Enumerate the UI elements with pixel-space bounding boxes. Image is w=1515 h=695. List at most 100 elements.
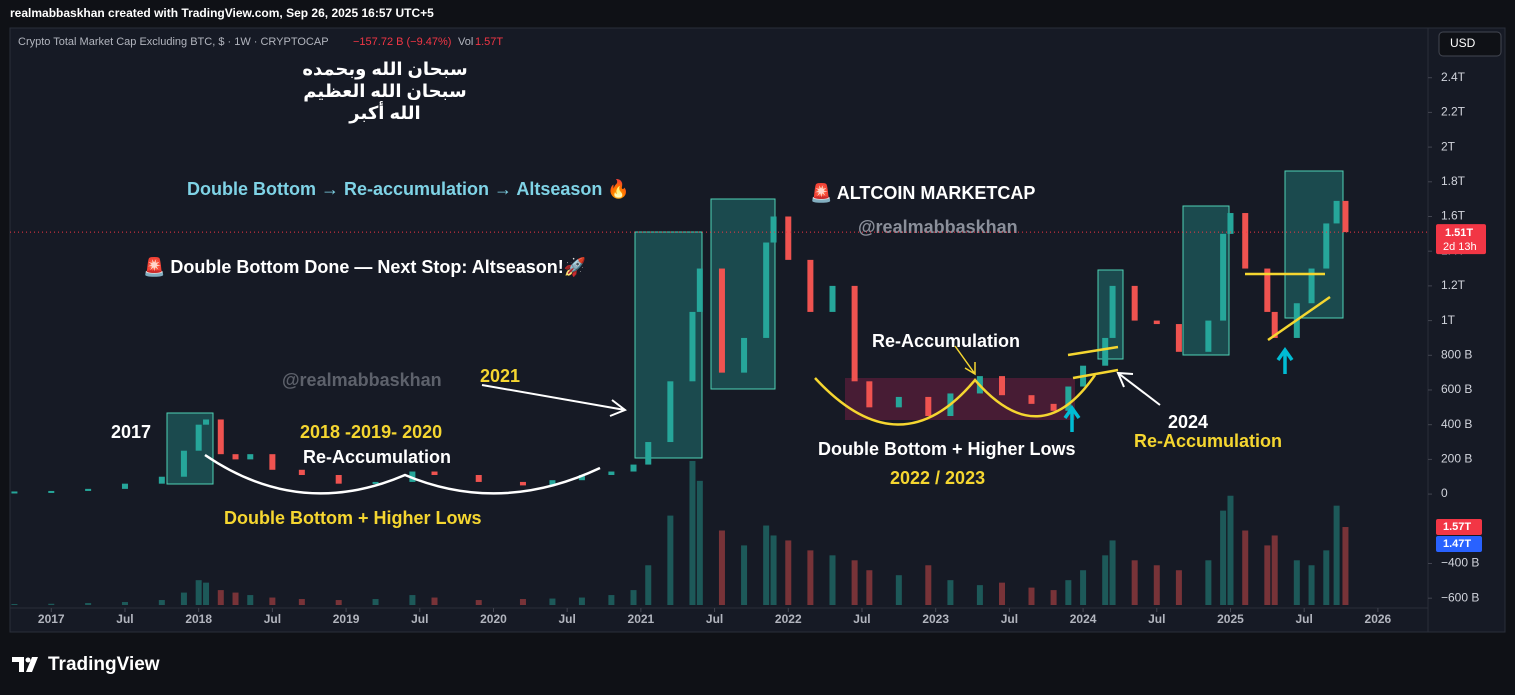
y-tick-label: 1.8T	[1441, 174, 1466, 188]
change: −157.72 B (−9.47%)	[353, 36, 451, 48]
credit: realmabbaskhan created with TradingView.…	[10, 6, 434, 20]
candle	[807, 259, 814, 312]
candle	[335, 474, 342, 484]
volume-bar	[1220, 510, 1227, 605]
candle	[1342, 200, 1349, 233]
volume-bar	[475, 600, 482, 605]
volume-bar	[519, 599, 526, 605]
y-tick-label: 600 B	[1441, 382, 1472, 396]
currency[interactable]: USD	[1450, 36, 1476, 50]
countdown: 2d 13h	[1443, 241, 1477, 253]
volume-bar	[925, 565, 932, 605]
candle	[11, 491, 18, 494]
volume-bar	[1227, 495, 1234, 605]
y-tick-label: 200 B	[1441, 452, 1472, 466]
candle	[217, 419, 224, 455]
y-tick-label: 2T	[1441, 139, 1456, 153]
candle	[999, 376, 1006, 396]
candle	[763, 242, 770, 338]
volume-bar	[1050, 590, 1057, 605]
arrow	[1276, 346, 1294, 374]
volume-bar	[335, 600, 342, 605]
volume-bar	[741, 545, 748, 605]
candle	[1131, 285, 1138, 321]
candle	[1220, 233, 1227, 321]
volume-bar	[1175, 570, 1182, 605]
trend-line	[1067, 345, 1119, 357]
x-tick-label: 2020	[480, 612, 507, 626]
annotation: Re-Accumulation	[303, 447, 451, 467]
volume-bar	[770, 535, 777, 605]
candle	[630, 464, 637, 472]
volume-bar	[1080, 570, 1087, 605]
logo-icon	[12, 657, 38, 672]
y-tick-label: 400 B	[1441, 417, 1472, 431]
volume-bar	[1323, 550, 1330, 605]
x-tick-label: 2023	[922, 612, 949, 626]
volume-bar	[630, 590, 637, 605]
candle	[180, 450, 187, 477]
y-tick-label: 800 B	[1441, 347, 1472, 361]
volume-bar	[807, 550, 814, 605]
x-tick-label: 2017	[38, 612, 65, 626]
candle	[1271, 311, 1278, 338]
currency-button[interactable]	[1438, 31, 1502, 57]
watermark: @realmabbaskhan	[858, 217, 1018, 237]
candle	[519, 481, 526, 486]
volume-bar	[247, 595, 254, 605]
x-tick-label: 2019	[333, 612, 360, 626]
logo-icon	[25, 657, 31, 663]
candle	[866, 381, 873, 408]
annotation: Double Bottom + Higher Lows	[224, 508, 482, 528]
y-tick-label: 1.6T	[1441, 209, 1466, 223]
volume-bar	[1028, 587, 1035, 605]
volume-bar	[1308, 565, 1315, 605]
annotation: Re-Accumulation	[1134, 431, 1282, 451]
volume-bar	[645, 565, 652, 605]
arrow	[954, 345, 976, 376]
arrow	[1116, 371, 1161, 406]
x-tick-label: Jul	[264, 612, 281, 626]
candle	[770, 216, 777, 243]
volume-bar	[85, 603, 92, 605]
logo	[12, 657, 38, 672]
volume-bar	[203, 582, 210, 605]
annotation: 🚨 Double Bottom Done — Next Stop: Altsea…	[143, 256, 586, 277]
candle	[549, 480, 556, 486]
y-tick-label: 1T	[1441, 313, 1456, 327]
volume-bar	[608, 595, 615, 605]
watermark: @realmabbaskhan	[282, 370, 442, 390]
candle	[1264, 268, 1271, 312]
volume-tag-label: 1.57T	[1443, 521, 1471, 533]
x-tick-label: Jul	[1001, 612, 1018, 626]
volume-bar	[1333, 505, 1340, 605]
annotation: 2021	[480, 366, 520, 386]
candle	[829, 285, 836, 312]
candle	[158, 476, 165, 484]
candle	[667, 381, 674, 443]
candle	[895, 396, 902, 408]
annotation: 🚨 ALTCOIN MARKETCAP	[810, 182, 1035, 203]
candle	[475, 474, 482, 482]
candle	[1028, 395, 1035, 404]
volume-label: Vol	[458, 36, 473, 48]
x-tick-label: 2022	[775, 612, 802, 626]
volume-ma-tag-label: 1.47T	[1443, 538, 1471, 550]
volume-bar	[48, 603, 55, 605]
candle	[578, 474, 585, 481]
annotations: سبحان الله وبحمده سبحان الله العظيم الله…	[111, 59, 1282, 528]
candle	[741, 337, 748, 373]
candle	[1205, 320, 1212, 352]
volume-bar	[829, 555, 836, 605]
candle	[1333, 200, 1340, 224]
candle	[925, 396, 932, 417]
x-tick-label: 2021	[628, 612, 655, 626]
y-tick-label: 1.2T	[1441, 278, 1466, 292]
x-tick-label: Jul	[1296, 612, 1313, 626]
candle	[785, 216, 792, 260]
curve	[204, 453, 601, 495]
x-tick-label: 2018	[185, 612, 212, 626]
x-tick-label: Jul	[559, 612, 576, 626]
drawings	[204, 272, 1331, 495]
annotation: الله أكبر	[348, 101, 420, 124]
